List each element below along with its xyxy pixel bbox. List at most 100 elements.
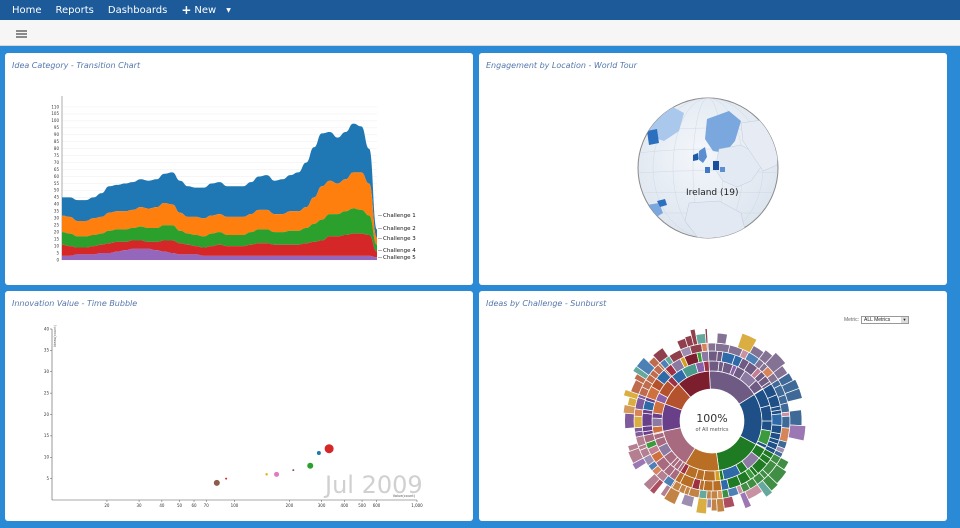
y-tick-label: 40 [54,202,60,207]
x-tick-label: 500 [358,503,366,508]
sunburst-segment[interactable] [771,413,783,426]
map-label: Ireland (19) [686,188,738,198]
sunburst-segment[interactable] [714,470,721,482]
nav-new-button[interactable]: + New [181,3,217,17]
transition-chart-panel: Idea Category - Transition Chart 0 5 10 15 2… [5,53,473,285]
y-tick-label: 50 [54,188,60,193]
sunburst-segment[interactable] [659,484,672,498]
sunburst-segment[interactable] [787,424,807,442]
year-label: Jul 2009 [323,471,423,499]
plus-icon: + [181,3,192,17]
sunburst-segment[interactable] [695,333,707,345]
x-tick-label: 50 [177,503,183,508]
sunburst-segment[interactable] [642,473,661,491]
y-tick-label: 70 [54,160,60,165]
area-series-challenge-4[interactable] [62,233,377,258]
sunburst-segment[interactable] [712,480,723,492]
x-tick-label: 200 [286,503,294,508]
sunburst-segment[interactable] [627,442,640,452]
metric-select[interactable]: ALL Metrics ▼ [861,316,909,324]
area-series-challenge-5[interactable] [62,248,377,260]
sunburst-segment[interactable] [680,493,695,508]
sunburst-segment[interactable] [624,412,635,429]
sunburst-segment[interactable] [700,350,710,363]
x-axis-label: Value(count) [393,494,416,498]
bubble[interactable] [265,473,268,476]
y-tick-label: 25 [44,390,50,395]
series-label: Challenge 4 [383,248,416,254]
bubble[interactable] [292,469,295,472]
y-tick-label: 95 [54,125,60,130]
sunburst-segment[interactable] [633,415,643,429]
hamburger-menu-icon[interactable] [16,30,27,38]
x-tick-label: 60 [191,503,197,508]
bubble[interactable] [307,462,314,469]
sunburst-segment[interactable] [710,490,719,500]
sunburst-segment[interactable] [695,497,708,515]
sunburst-segment[interactable] [716,332,728,345]
y-tick-label: 5 [56,250,59,255]
globe-map[interactable]: Ireland (19) [479,53,947,285]
x-tick-label: 70 [204,503,210,508]
sunburst-segment[interactable] [706,342,709,352]
bubble[interactable] [225,477,228,480]
sunburst-segment[interactable] [781,415,791,429]
sunburst-segment[interactable] [708,360,720,372]
sunburst-segment[interactable] [772,365,789,380]
panel-title: Engagement by Location - World Tour [486,61,637,70]
bubble[interactable] [274,471,280,477]
area-series-challenge-1[interactable] [62,123,377,238]
caret-down-icon[interactable]: ▼ [226,6,231,14]
sunburst-segment[interactable] [702,480,714,492]
y-tick-label: 55 [54,181,60,186]
time-bubble-panel: Innovation Value - Time Bubble Jul 2009 … [5,291,473,521]
y-tick-label: 5 [46,476,49,481]
sunburst-segment[interactable] [707,350,718,362]
sunburst-center [681,390,743,452]
y-tick-label: 40 [44,326,50,331]
y-tick-label: 35 [44,348,50,353]
series-label: Challenge 3 [383,236,416,242]
nav-home[interactable]: Home [12,4,42,16]
nav-reports[interactable]: Reports [55,4,94,16]
bubble[interactable] [316,450,321,455]
series-label: Challenge 2 [383,226,416,232]
series-label: Challenge 5 [383,255,416,261]
sunburst-segment[interactable] [651,417,663,428]
sunburst-segment[interactable] [703,360,710,372]
sunburst-segment[interactable] [715,342,731,354]
y-tick-label: 35 [54,209,60,214]
panel-title: Ideas by Challenge - Sunburst [486,299,607,308]
sunburst-segment[interactable] [652,347,669,364]
y-tick-label: 105 [51,111,59,116]
y-axis-label: Ideas(count) [53,324,57,347]
panel-title: Idea Category - Transition Chart [12,61,141,70]
area-series-challenge-3[interactable] [62,208,377,252]
bubble[interactable] [213,479,220,486]
sunburst-panel: Ideas by Challenge - Sunburst Metric: AL… [479,291,947,521]
time-bubble-chart: Jul 2009 5 10 15 20 25 30 35 40 20 30 40 50 60 70 100 2… [44,324,423,508]
sunburst-segment[interactable] [702,470,716,482]
sunburst-segment[interactable] [707,342,717,352]
y-tick-label: 20 [54,229,60,234]
sunburst-chart[interactable]: 100% of All metrics [479,291,947,521]
chevron-down-icon: ▼ [901,317,908,323]
y-tick-label: 80 [54,146,60,151]
x-tick-label: 1,000 [411,503,423,508]
nav-dashboards[interactable]: Dashboards [107,4,168,16]
sunburst-segment[interactable] [722,495,736,509]
sunburst-segment[interactable] [716,497,726,513]
sunburst-segment[interactable] [641,412,653,427]
sunburst-segment[interactable] [710,498,718,512]
nav-new-label: New [194,4,217,16]
x-tick-label: 300 [318,503,326,508]
bubble[interactable] [324,444,334,454]
sunburst-segment[interactable] [739,491,752,510]
sunburst-segment[interactable] [704,328,709,344]
sunburst-segment[interactable] [779,402,790,414]
sunburst-segment[interactable] [784,387,803,403]
y-tick-label: 110 [51,104,59,109]
sunburst-segment[interactable] [788,409,803,426]
sunburst-segment[interactable] [701,342,708,353]
